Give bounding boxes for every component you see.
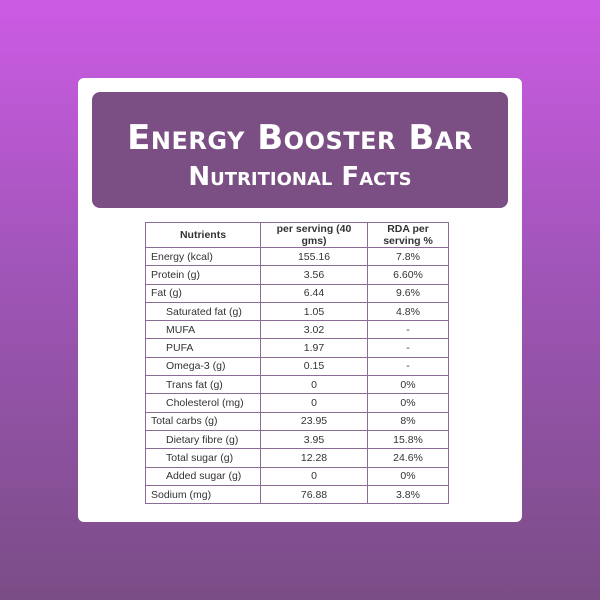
subtitle: Nutritional Facts (188, 162, 412, 192)
table-cell: Cholesterol (mg) (145, 393, 261, 413)
table-cell: - (367, 356, 449, 377)
table-cell: MUFA (145, 320, 261, 340)
table-cell: Total sugar (g) (145, 448, 261, 468)
table-row: Energy (kcal) 155.16 7.8% (145, 246, 449, 267)
table-cell: Energy (kcal) (145, 246, 261, 267)
table-cell: - (367, 338, 449, 358)
table-cell: Added sugar (g) (145, 466, 261, 486)
table-row: Added sugar (g) 0 0% (145, 466, 449, 486)
header: Energy Booster Bar Nutritional Facts (92, 92, 508, 208)
table-row: Dietary fibre (g) 3.95 15.8% (145, 429, 449, 450)
table-row: Trans fat (g) 0 0% (145, 375, 449, 395)
table-row: Sodium (mg) 76.88 3.8% (145, 484, 449, 505)
table-row: Total carbs (g) 23.95 8% (145, 411, 449, 431)
table-cell: Protein (g) (145, 265, 261, 285)
table-cell: 15.8% (367, 429, 449, 450)
card: Energy Booster Bar Nutritional Facts Nut… (78, 78, 522, 522)
table-cell: 0 (260, 466, 368, 486)
table-cell: 4.8% (367, 301, 449, 322)
table-cell: 155.16 (260, 246, 368, 267)
column-header: RDA per serving % (367, 222, 449, 248)
table-cell: 12.28 (260, 448, 368, 468)
table-row: Protein (g) 3.56 6.60% (145, 265, 449, 285)
table-cell: 0% (367, 393, 449, 413)
nutrition-table: Nutrients per serving (40 gms) RDA per s… (145, 222, 449, 505)
table-row: Total sugar (g) 12.28 24.6% (145, 448, 449, 468)
table-cell: Sodium (mg) (145, 484, 261, 505)
table-cell: 9.6% (367, 283, 449, 303)
table-cell: 1.97 (260, 338, 368, 358)
column-header: per serving (40 gms) (260, 222, 368, 248)
table-cell: 0 (260, 393, 368, 413)
table-cell: 24.6% (367, 448, 449, 468)
table-cell: 3.56 (260, 265, 368, 285)
table-cell: 6.60% (367, 265, 449, 285)
header-row: Nutrients per serving (40 gms) RDA per s… (145, 222, 449, 248)
table-cell: 76.88 (260, 484, 368, 505)
table-row: PUFA 1.97- (145, 338, 449, 358)
table-cell: PUFA (145, 338, 261, 358)
table-cell: 0% (367, 466, 449, 486)
table-cell: Omega-3 (g) (145, 356, 261, 377)
title: Energy Booster Bar (127, 118, 473, 158)
table-cell: 7.8% (367, 246, 449, 267)
table-row: Fat (g) 6.44 9.6% (145, 283, 449, 303)
table-row: Omega-3 (g) 0.15- (145, 356, 449, 377)
table-row: Saturated fat (g) 1.05 4.8% (145, 301, 449, 322)
table-body: Energy (kcal) 155.16 7.8% Protein (g) 3.56 6.… (145, 246, 449, 505)
table-row: MUFA 3.02- (145, 320, 449, 340)
table-cell: 0% (367, 375, 449, 395)
table-cell: 6.44 (260, 283, 368, 303)
table-cell: 1.05 (260, 301, 368, 322)
table-cell: Trans fat (g) (145, 375, 261, 395)
table-cell: Total carbs (g) (145, 411, 261, 431)
table-row: Cholesterol (mg) 0 0% (145, 393, 449, 413)
table-cell: 0 (260, 375, 368, 395)
table-cell: 23.95 (260, 411, 368, 431)
table-cell: Saturated fat (g) (145, 301, 261, 322)
table-cell: Dietary fibre (g) (145, 429, 261, 450)
table-cell: Fat (g) (145, 283, 261, 303)
column-header: Nutrients (145, 222, 261, 248)
table-cell: 8% (367, 411, 449, 431)
table-cell: 3.8% (367, 484, 449, 505)
table-cell: - (367, 320, 449, 340)
table-cell: 3.02 (260, 320, 368, 340)
table-cell: 3.95 (260, 429, 368, 450)
table-cell: 0.15 (260, 356, 368, 377)
